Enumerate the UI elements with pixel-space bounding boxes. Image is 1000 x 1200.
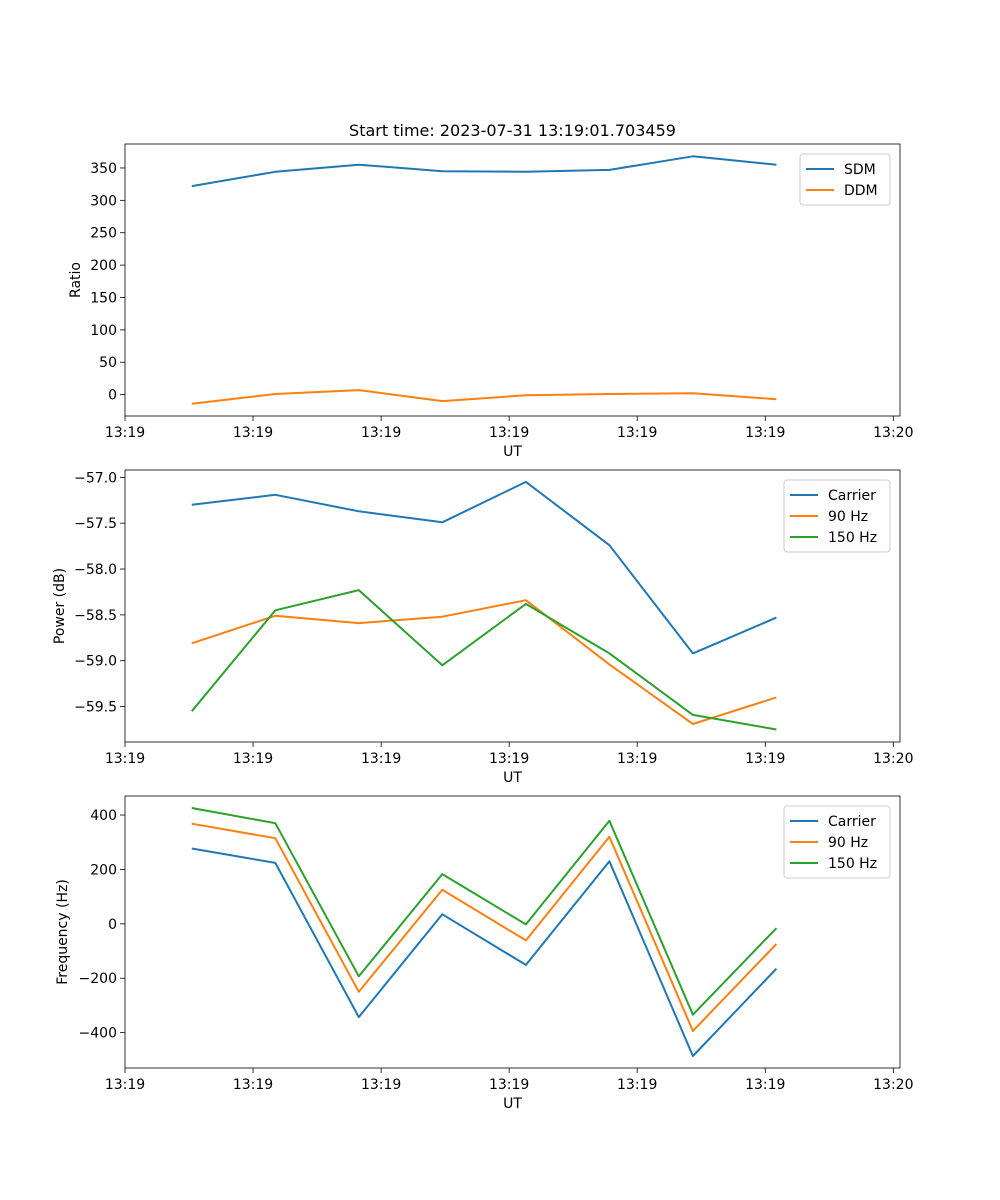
power-ticks: 13:19 13:19 13:19 13:19 13:19 13:19 13:20 −57.0… xyxy=(74,470,913,767)
frequency-series-150-hz-line xyxy=(191,807,778,1016)
power-x-tick-label: 13:19 xyxy=(489,751,529,767)
frequency-series-90-hz-line xyxy=(191,822,778,1032)
ratio-legend-box xyxy=(799,153,891,206)
power-x-axis-label: UT xyxy=(503,770,522,786)
frequency-x-tick-label: 13:19 xyxy=(617,1077,657,1093)
frequency-legend-label-90-hz: 90 Hz xyxy=(828,835,868,851)
frequency-axes-frame xyxy=(124,795,901,1069)
figure-title: Start time: 2023-07-31 13:19:01.703459 xyxy=(349,121,676,140)
ratio-x-tick-label: 13:19 xyxy=(105,425,145,441)
frequency-y-tick-label: −200 xyxy=(79,971,117,987)
ratio-x-axis-label: UT xyxy=(503,444,522,460)
ratio-x-tick-label: 13:19 xyxy=(617,425,657,441)
frequency-x-tick-label: 13:19 xyxy=(745,1077,785,1093)
frequency-y-tick-label: 200 xyxy=(90,862,117,878)
frequency-x-tick-label: 13:19 xyxy=(105,1077,145,1093)
ratio-y-tick-label: 100 xyxy=(90,323,117,339)
power-x-tick-label: 13:19 xyxy=(105,751,145,767)
ratio-legend-label-ddm: DDM xyxy=(844,183,878,199)
power-legend: Carrier 90 Hz 150 Hz xyxy=(783,479,891,553)
ratio-series-ddm-line xyxy=(191,389,777,405)
power-lines xyxy=(191,480,777,731)
ratio-y-tick-label: 200 xyxy=(90,258,117,274)
power-y-tick-label: −58.0 xyxy=(74,562,117,578)
ratio-x-tick-label: 13:19 xyxy=(745,425,785,441)
ratio-y-tick-label: 250 xyxy=(90,226,117,242)
power-legend-label-carrier: Carrier xyxy=(828,488,876,504)
power-x-tick-label: 13:19 xyxy=(745,751,785,767)
frequency-series-carrier-line xyxy=(191,847,778,1057)
ratio-axes-frame xyxy=(124,143,901,417)
power-y-tick-label: −57.0 xyxy=(74,470,117,486)
ratio-legend: SDM DDM xyxy=(799,153,891,206)
frequency-y-tick-label: 0 xyxy=(108,917,117,933)
ratio-y-tick-label: 150 xyxy=(90,290,117,306)
ratio-lines xyxy=(191,155,777,405)
ratio-y-axis-label: Ratio xyxy=(68,262,84,298)
ratio-y-tick-label: 350 xyxy=(90,161,117,177)
frequency-x-tick-label: 13:19 xyxy=(233,1077,273,1093)
power-y-axis-label: Power (dB) xyxy=(52,568,68,644)
power-x-tick-label: 13:19 xyxy=(617,751,657,767)
ratio-x-tick-label: 13:19 xyxy=(489,425,529,441)
frequency-x-tick-label: 13:20 xyxy=(873,1077,913,1093)
frequency-x-tick-label: 13:19 xyxy=(361,1077,401,1093)
ratio-x-tick-label: 13:20 xyxy=(873,425,913,441)
power-panel: 13:19 13:19 13:19 13:19 13:19 13:19 13:20 −57.0… xyxy=(52,469,913,786)
power-x-tick-label: 13:19 xyxy=(233,751,273,767)
frequency-x-axis-label: UT xyxy=(503,1096,522,1112)
frequency-y-tick-label: −400 xyxy=(79,1026,117,1042)
ratio-y-tick-label: 50 xyxy=(99,355,117,371)
power-legend-label-150-hz: 150 Hz xyxy=(828,530,877,546)
ratio-y-tick-label: 300 xyxy=(90,193,117,209)
frequency-panel: 13:19 13:19 13:19 13:19 13:19 13:19 13:20 −400 −… xyxy=(55,795,914,1112)
frequency-x-tick-label: 13:19 xyxy=(489,1077,529,1093)
power-y-tick-label: −58.5 xyxy=(74,608,117,624)
frequency-legend: Carrier 90 Hz 150 Hz xyxy=(783,805,891,879)
ratio-legend-label-sdm: SDM xyxy=(844,162,876,178)
power-series-carrier-line xyxy=(191,480,777,655)
power-x-tick-label: 13:19 xyxy=(361,751,401,767)
power-y-tick-label: −57.5 xyxy=(74,516,117,532)
frequency-legend-label-carrier: Carrier xyxy=(828,814,876,830)
frequency-y-axis-label: Frequency (Hz) xyxy=(55,879,71,985)
frequency-y-tick-label: 400 xyxy=(90,808,117,824)
frequency-ticks: 13:19 13:19 13:19 13:19 13:19 13:19 13:20 −400 −… xyxy=(79,808,914,1093)
ratio-x-tick-label: 13:19 xyxy=(361,425,401,441)
ratio-panel: 13:19 13:19 13:19 13:19 13:19 13:19 13:20 0 50 10… xyxy=(68,143,913,460)
power-legend-label-90-hz: 90 Hz xyxy=(828,509,868,525)
power-y-tick-label: −59.0 xyxy=(74,654,117,670)
power-series-90-hz-line xyxy=(191,599,777,725)
frequency-legend-box xyxy=(783,805,891,879)
power-legend-box xyxy=(783,479,891,553)
ratio-series-sdm-line xyxy=(191,155,777,188)
power-axes-frame xyxy=(124,469,901,743)
ratio-y-tick-label: 0 xyxy=(108,388,117,404)
power-y-tick-label: −59.5 xyxy=(74,700,117,716)
power-series-150-hz-line xyxy=(191,589,777,731)
frequency-lines xyxy=(191,807,778,1057)
ratio-x-tick-label: 13:19 xyxy=(233,425,273,441)
ratio-ticks: 13:19 13:19 13:19 13:19 13:19 13:19 13:20 0 50 10… xyxy=(90,161,913,441)
power-x-tick-label: 13:20 xyxy=(873,751,913,767)
frequency-legend-label-150-hz: 150 Hz xyxy=(828,856,877,872)
